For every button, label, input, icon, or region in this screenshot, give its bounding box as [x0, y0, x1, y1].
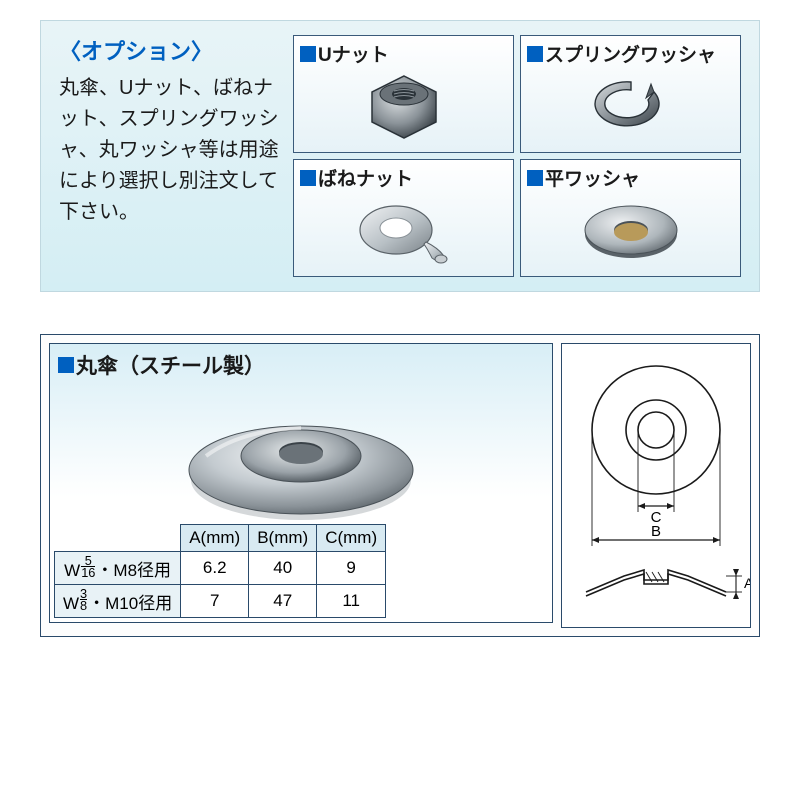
option-label: ばねナット [300, 164, 507, 191]
square-bullet-icon [300, 170, 316, 186]
cell: 6.2 [181, 551, 249, 584]
option-label: スプリングワッシャ [527, 40, 734, 67]
col-header: A(mm) [181, 524, 249, 551]
option-cell-u-nut: Uナット [293, 35, 514, 153]
table-corner [55, 524, 181, 551]
bane-nut-icon [344, 188, 464, 272]
option-label-text: 平ワッシャ [545, 164, 640, 191]
square-bullet-icon [527, 46, 543, 62]
dimension-diagram-svg: C B A [562, 344, 750, 622]
option-label: 平ワッシャ [527, 164, 734, 191]
marukasa-title: 丸傘（スチール製） [58, 350, 265, 380]
options-text-block: 〈オプション〉 丸傘、Uナット、ばねナット、スプリングワッシャ、丸ワッシャ等は用… [59, 35, 279, 277]
options-body: 丸傘、Uナット、ばねナット、スプリングワッシャ、丸ワッシャ等は用途により選択し別… [59, 73, 279, 228]
row-label: W516・M8径用 [55, 551, 181, 584]
options-title: 〈オプション〉 [59, 35, 279, 69]
cell: 11 [317, 584, 386, 617]
row-label: W38・M10径用 [55, 584, 181, 617]
options-grid: Uナット スプリングワッシャ [293, 35, 741, 277]
dim-label-b: B [651, 523, 661, 540]
row-label-post: ・M8径用 [96, 561, 171, 580]
square-bullet-icon [300, 46, 316, 62]
fraction: 516 [81, 555, 95, 579]
marukasa-main: 丸傘（スチール製） A(mm) B(mm) C( [49, 343, 553, 623]
spec-table: A(mm) B(mm) C(mm) W516・M8径用 6.2 40 9 W38… [54, 524, 386, 618]
option-label: Uナット [300, 40, 507, 67]
cell: 47 [249, 584, 317, 617]
option-label-text: Uナット [318, 40, 389, 67]
square-bullet-icon [58, 357, 74, 373]
fraction: 38 [80, 588, 87, 612]
cell: 7 [181, 584, 249, 617]
option-cell-spring-washer: スプリングワッシャ [520, 35, 741, 153]
marukasa-panel: 丸傘（スチール製） A(mm) B(mm) C( [40, 334, 760, 637]
u-nut-icon [354, 64, 454, 148]
row-label-pre: W [63, 594, 79, 613]
col-header: B(mm) [249, 524, 317, 551]
marukasa-photo-icon [171, 378, 431, 528]
cell: 9 [317, 551, 386, 584]
frac-den: 8 [80, 599, 87, 611]
dimension-diagram: C B A [561, 343, 751, 628]
spring-washer-icon [576, 64, 686, 148]
option-label-text: ばねナット [318, 164, 413, 191]
dim-label-a: A [744, 575, 750, 591]
cell: 40 [249, 551, 317, 584]
row-label-pre: W [64, 561, 80, 580]
square-bullet-icon [527, 170, 543, 186]
table-row: W38・M10径用 7 47 11 [55, 584, 386, 617]
table-row: W516・M8径用 6.2 40 9 [55, 551, 386, 584]
table-row: A(mm) B(mm) C(mm) [55, 524, 386, 551]
row-label-post: ・M10径用 [88, 594, 172, 613]
option-cell-bane-nut: ばねナット [293, 159, 514, 277]
options-panel: 〈オプション〉 丸傘、Uナット、ばねナット、スプリングワッシャ、丸ワッシャ等は用… [40, 20, 760, 292]
option-label-text: スプリングワッシャ [545, 40, 716, 67]
col-header: C(mm) [317, 524, 386, 551]
marukasa-title-text: 丸傘（スチール製） [76, 350, 265, 380]
option-cell-flat-washer: 平ワッシャ [520, 159, 741, 277]
flat-washer-icon [571, 188, 691, 272]
frac-den: 16 [81, 566, 95, 578]
